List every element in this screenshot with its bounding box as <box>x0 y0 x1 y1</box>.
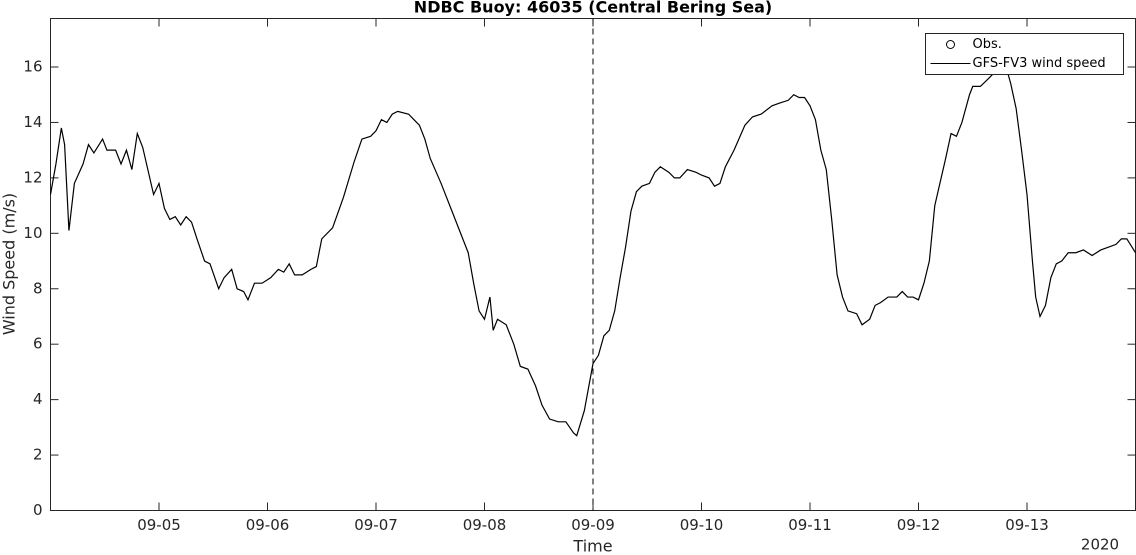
x-year-label: 2020 <box>1081 536 1119 554</box>
x-tick-label: 09-09 <box>571 516 615 534</box>
y-tick-label: 12 <box>23 168 42 186</box>
x-tick-label: 09-07 <box>354 516 398 534</box>
x-tick-label: 09-08 <box>463 516 507 534</box>
x-tick-label: 09-10 <box>680 516 724 534</box>
data-line <box>49 63 1136 437</box>
legend-box <box>925 33 1124 75</box>
legend-label: GFS-FV3 wind speed <box>973 56 1106 71</box>
y-tick-label: 2 <box>33 446 43 464</box>
x-tick-label: 09-12 <box>897 516 941 534</box>
y-tick-label: 14 <box>23 113 42 131</box>
y-axis-label: Wind Speed (m/s) <box>0 193 19 335</box>
x-axis-label: Time <box>572 537 612 555</box>
chart-title: NDBC Buoy: 46035 (Central Bering Sea) <box>414 0 772 17</box>
y-tick-label: 4 <box>33 390 43 408</box>
x-tick-label: 09-11 <box>788 516 832 534</box>
y-tick-label: 0 <box>33 501 43 519</box>
y-tick-label: 16 <box>23 58 42 76</box>
legend-label: Obs. <box>973 37 1002 52</box>
x-tick-label: 09-13 <box>1005 516 1049 534</box>
legend-marker <box>946 40 955 49</box>
x-tick-label: 09-05 <box>137 516 181 534</box>
x-tick-label: 09-06 <box>246 516 290 534</box>
y-tick-label: 10 <box>23 224 42 242</box>
y-tick-label: 6 <box>33 335 43 353</box>
y-tick-label: 8 <box>33 279 43 297</box>
